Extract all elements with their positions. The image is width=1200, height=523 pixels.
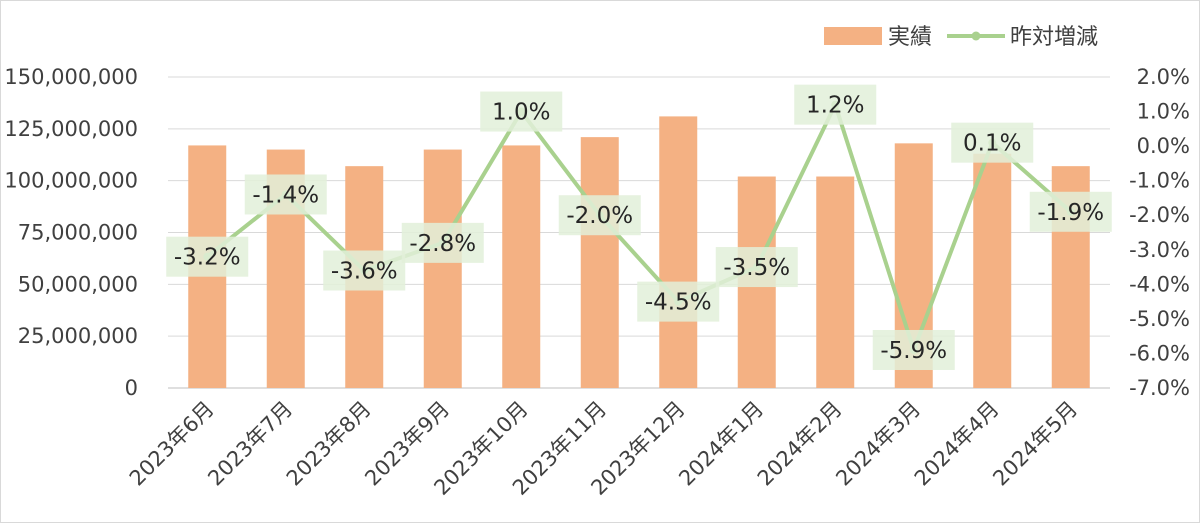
data-label-4: -2.8% — [409, 231, 476, 257]
x-tick-label: 2024年2月 — [753, 397, 847, 491]
left-tick-label: 75,000,000 — [18, 221, 138, 245]
x-tick-label: 2023年8月 — [282, 397, 376, 491]
data-label-box-7 — [637, 281, 720, 322]
data-label-box-3 — [323, 250, 406, 291]
data-label-box-1 — [166, 236, 249, 277]
x-tick-label: 2024年4月 — [910, 397, 1004, 491]
legend-swatch-bar — [824, 27, 882, 45]
right-tick-label: 1.0% — [1137, 100, 1190, 124]
left-tick-label: 50,000,000 — [18, 272, 138, 296]
data-label-box-11 — [951, 122, 1034, 163]
right-tick-label: -3.0% — [1129, 238, 1190, 262]
data-label-box-12 — [1029, 191, 1112, 232]
right-axis: 2.0% 1.0% 0.0% -1.0% -2.0% -3.0% -4.0% -5.0% -6.… — [1129, 65, 1190, 400]
right-tick-label: -6.0% — [1129, 341, 1190, 365]
legend: 実績 昨対増減 — [824, 25, 1098, 50]
data-label-box-5 — [480, 91, 563, 132]
legend-label-bar: 実績 — [888, 25, 932, 50]
legend-label-line: 昨対増減 — [1010, 25, 1098, 50]
data-label-7: -4.5% — [645, 290, 712, 316]
data-label-box-9 — [794, 84, 877, 125]
data-label-box-4 — [401, 222, 484, 263]
x-tick-label: 2023年6月 — [125, 397, 219, 491]
bar-6 — [580, 137, 619, 388]
data-label-8: -3.5% — [723, 255, 790, 281]
left-tick-label: 150,000,000 — [4, 65, 138, 89]
bar-4 — [423, 149, 462, 388]
x-tick-label: 2024年5月 — [988, 397, 1082, 491]
data-label-3: -3.6% — [331, 259, 398, 285]
bar-5 — [502, 145, 541, 388]
bar-11 — [973, 153, 1012, 388]
x-tick-label: 2023年7月 — [203, 397, 297, 491]
data-label-6: -2.0% — [566, 203, 633, 229]
right-tick-label: -4.0% — [1129, 272, 1190, 296]
bar-9 — [816, 176, 855, 388]
left-tick-label: 100,000,000 — [4, 169, 138, 193]
x-tick-label: 2024年3月 — [831, 397, 925, 491]
data-label-box-10 — [872, 329, 955, 370]
data-label-10: -5.9% — [880, 338, 947, 364]
bar-7 — [659, 116, 698, 388]
left-axis: 0 25,000,000 50,000,000 75,000,000 100,000,0… — [4, 65, 138, 400]
legend-marker-line — [971, 31, 981, 41]
left-tick-label: 25,000,000 — [18, 324, 138, 348]
data-label-box-6 — [558, 195, 641, 236]
left-tick-label: 0 — [125, 376, 138, 400]
data-label-9: 1.2% — [806, 93, 864, 119]
left-tick-label: 125,000,000 — [4, 117, 138, 141]
right-tick-label: -1.0% — [1129, 169, 1190, 193]
data-label-1: -3.2% — [174, 245, 241, 271]
data-label-11: 0.1% — [963, 131, 1021, 157]
right-tick-label: -5.0% — [1129, 307, 1190, 331]
data-label-5: 1.0% — [492, 100, 550, 126]
data-label-box-8 — [715, 247, 798, 288]
data-label-12: -1.9% — [1037, 200, 1104, 226]
x-axis: 2023年6月2023年7月2023年8月2023年9月2023年10月2023… — [125, 397, 1082, 500]
right-tick-label: -7.0% — [1129, 376, 1190, 400]
right-tick-label: -2.0% — [1129, 203, 1190, 227]
data-label-2: -1.4% — [252, 182, 319, 208]
x-tick-label: 2024年1月 — [674, 397, 768, 491]
data-labels: -3.2% -1.4% -3.6% -2.8% 1.0% -2.0% -4.5% -3.5% 1… — [166, 84, 1112, 370]
data-label-box-2 — [244, 174, 327, 215]
right-tick-label: 0.0% — [1137, 134, 1190, 158]
right-tick-label: 2.0% — [1137, 65, 1190, 89]
